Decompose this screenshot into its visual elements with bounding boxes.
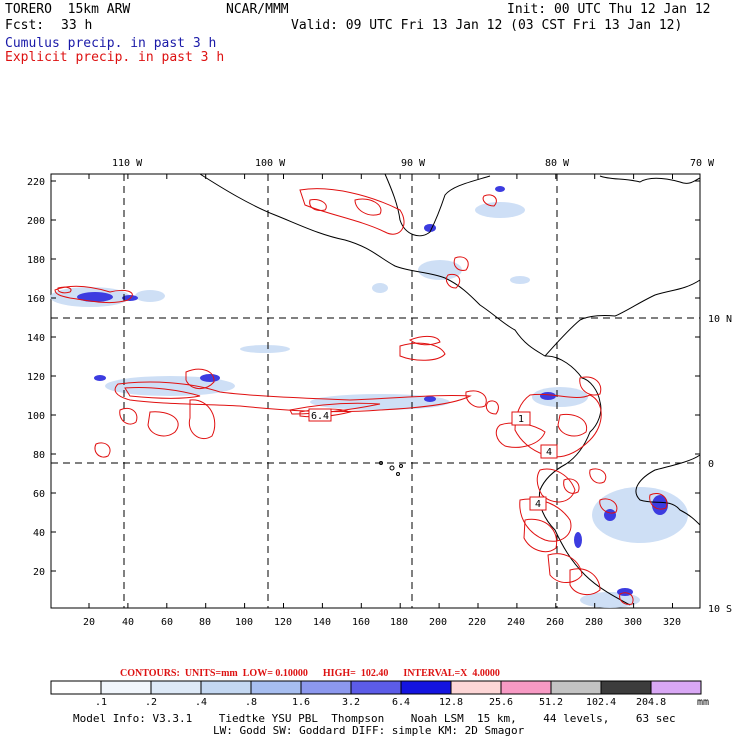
lon-label: 100 W bbox=[255, 158, 286, 169]
lon-label: 80 W bbox=[545, 158, 570, 169]
x-tick-label: 200 bbox=[429, 617, 447, 628]
colorbar-swatch bbox=[150, 680, 202, 695]
x-tick-label: 100 bbox=[235, 617, 253, 628]
y-tick-label: 100 bbox=[27, 411, 45, 422]
colorbar-value: 51.2 bbox=[539, 697, 564, 708]
y-tick-label: 20 bbox=[33, 567, 45, 578]
colorbar-value: 102.4 bbox=[586, 697, 617, 708]
colorbar-swatch bbox=[650, 680, 702, 695]
legend-cumulus: Cumulus precip. in past 3 h bbox=[5, 36, 217, 51]
y-tick-label: 40 bbox=[33, 528, 45, 539]
x-tick-label: 320 bbox=[663, 617, 681, 628]
colorbar-value: 12.8 bbox=[439, 697, 464, 708]
colorbar-swatch bbox=[450, 680, 502, 695]
colorbar-value: .2 bbox=[145, 697, 158, 708]
x-tick-label: 160 bbox=[352, 617, 370, 628]
colorbar-swatch bbox=[300, 680, 352, 695]
colorbar-value: 6.4 bbox=[392, 697, 411, 708]
forecast-label: Fcst: bbox=[5, 18, 45, 33]
x-tick-label: 80 bbox=[199, 617, 211, 628]
colorbar-value: .1 bbox=[95, 697, 108, 708]
contour-label-boxes bbox=[308, 408, 558, 511]
colorbar-unit: mm bbox=[697, 697, 710, 708]
lon-label: 110 W bbox=[112, 158, 143, 169]
explicit-precip-contours bbox=[54, 188, 668, 605]
model-title: TORERO 15km ARW bbox=[5, 2, 131, 17]
lat-label: 0 bbox=[708, 459, 714, 470]
tick-marks bbox=[51, 174, 700, 608]
x-tick-label: 120 bbox=[274, 617, 292, 628]
y-tick-label: 140 bbox=[27, 333, 45, 344]
colorbar-swatch bbox=[350, 680, 402, 695]
x-tick-label: 260 bbox=[546, 617, 564, 628]
colorbar-swatch bbox=[550, 680, 602, 695]
y-tick-label: 120 bbox=[27, 372, 45, 383]
lon-label: 70 W bbox=[690, 158, 715, 169]
cumulus-shading bbox=[50, 202, 688, 608]
colorbar-swatch bbox=[600, 680, 652, 695]
x-tick-label: 300 bbox=[624, 617, 642, 628]
legend-explicit: Explicit precip. in past 3 h bbox=[5, 50, 225, 65]
contour-label: 4 bbox=[546, 447, 552, 458]
colorbar-value: .4 bbox=[195, 697, 208, 708]
colorbar-value: 25.6 bbox=[489, 697, 514, 708]
valid-time: Valid: 09 UTC Fri 13 Jan 12 (03 CST Fri … bbox=[291, 18, 683, 33]
y-tick-label: 200 bbox=[27, 216, 45, 227]
y-tick-label: 180 bbox=[27, 255, 45, 266]
contour-label: 1 bbox=[518, 414, 524, 425]
x-tick-label: 180 bbox=[390, 617, 408, 628]
contour-label: 4 bbox=[535, 499, 541, 510]
model-info-line1: Model Info: V3.3.1 Tiedtke YSU PBL Thomp… bbox=[73, 712, 676, 725]
colorbar-swatch bbox=[50, 680, 102, 695]
colorbar-value: .8 bbox=[245, 697, 258, 708]
x-tick-label: 240 bbox=[507, 617, 525, 628]
y-tick-label: 220 bbox=[27, 177, 45, 188]
forecast-hour: 33 h bbox=[61, 18, 93, 33]
x-tick-label: 280 bbox=[585, 617, 603, 628]
y-tick-label: 160 bbox=[27, 294, 45, 305]
x-tick-label: 140 bbox=[313, 617, 331, 628]
lat-label: 10 S bbox=[708, 604, 732, 615]
organization: NCAR/MMM bbox=[226, 2, 289, 17]
contours-info: CONTOURS: UNITS=mm LOW= 0.10000 HIGH= 10… bbox=[120, 668, 500, 679]
colorbar-swatch bbox=[400, 680, 452, 695]
coastlines bbox=[199, 173, 701, 606]
model-info-line2: LW: Godd SW: Goddard DIFF: simple KM: 2D… bbox=[213, 724, 525, 737]
y-tick-label: 60 bbox=[33, 489, 45, 500]
colorbar-swatch bbox=[500, 680, 552, 695]
colorbar-value: 1.6 bbox=[292, 697, 311, 708]
contour-label: 6.4 bbox=[311, 411, 329, 422]
x-tick-label: 60 bbox=[161, 617, 173, 628]
x-tick-label: 40 bbox=[122, 617, 134, 628]
colorbar bbox=[50, 680, 702, 695]
lon-label: 90 W bbox=[401, 158, 426, 169]
graticule bbox=[51, 174, 700, 608]
x-tick-label: 220 bbox=[468, 617, 486, 628]
colorbar-swatch bbox=[250, 680, 302, 695]
x-tick-label: 20 bbox=[83, 617, 95, 628]
y-tick-label: 80 bbox=[33, 450, 45, 461]
lat-label: 10 N bbox=[708, 314, 732, 325]
colorbar-value: 3.2 bbox=[342, 697, 361, 708]
colorbar-value: 204.8 bbox=[636, 697, 667, 708]
colorbar-swatch bbox=[100, 680, 152, 695]
init-time: Init: 00 UTC Thu 12 Jan 12 bbox=[507, 2, 711, 17]
colorbar-swatch bbox=[200, 680, 252, 695]
